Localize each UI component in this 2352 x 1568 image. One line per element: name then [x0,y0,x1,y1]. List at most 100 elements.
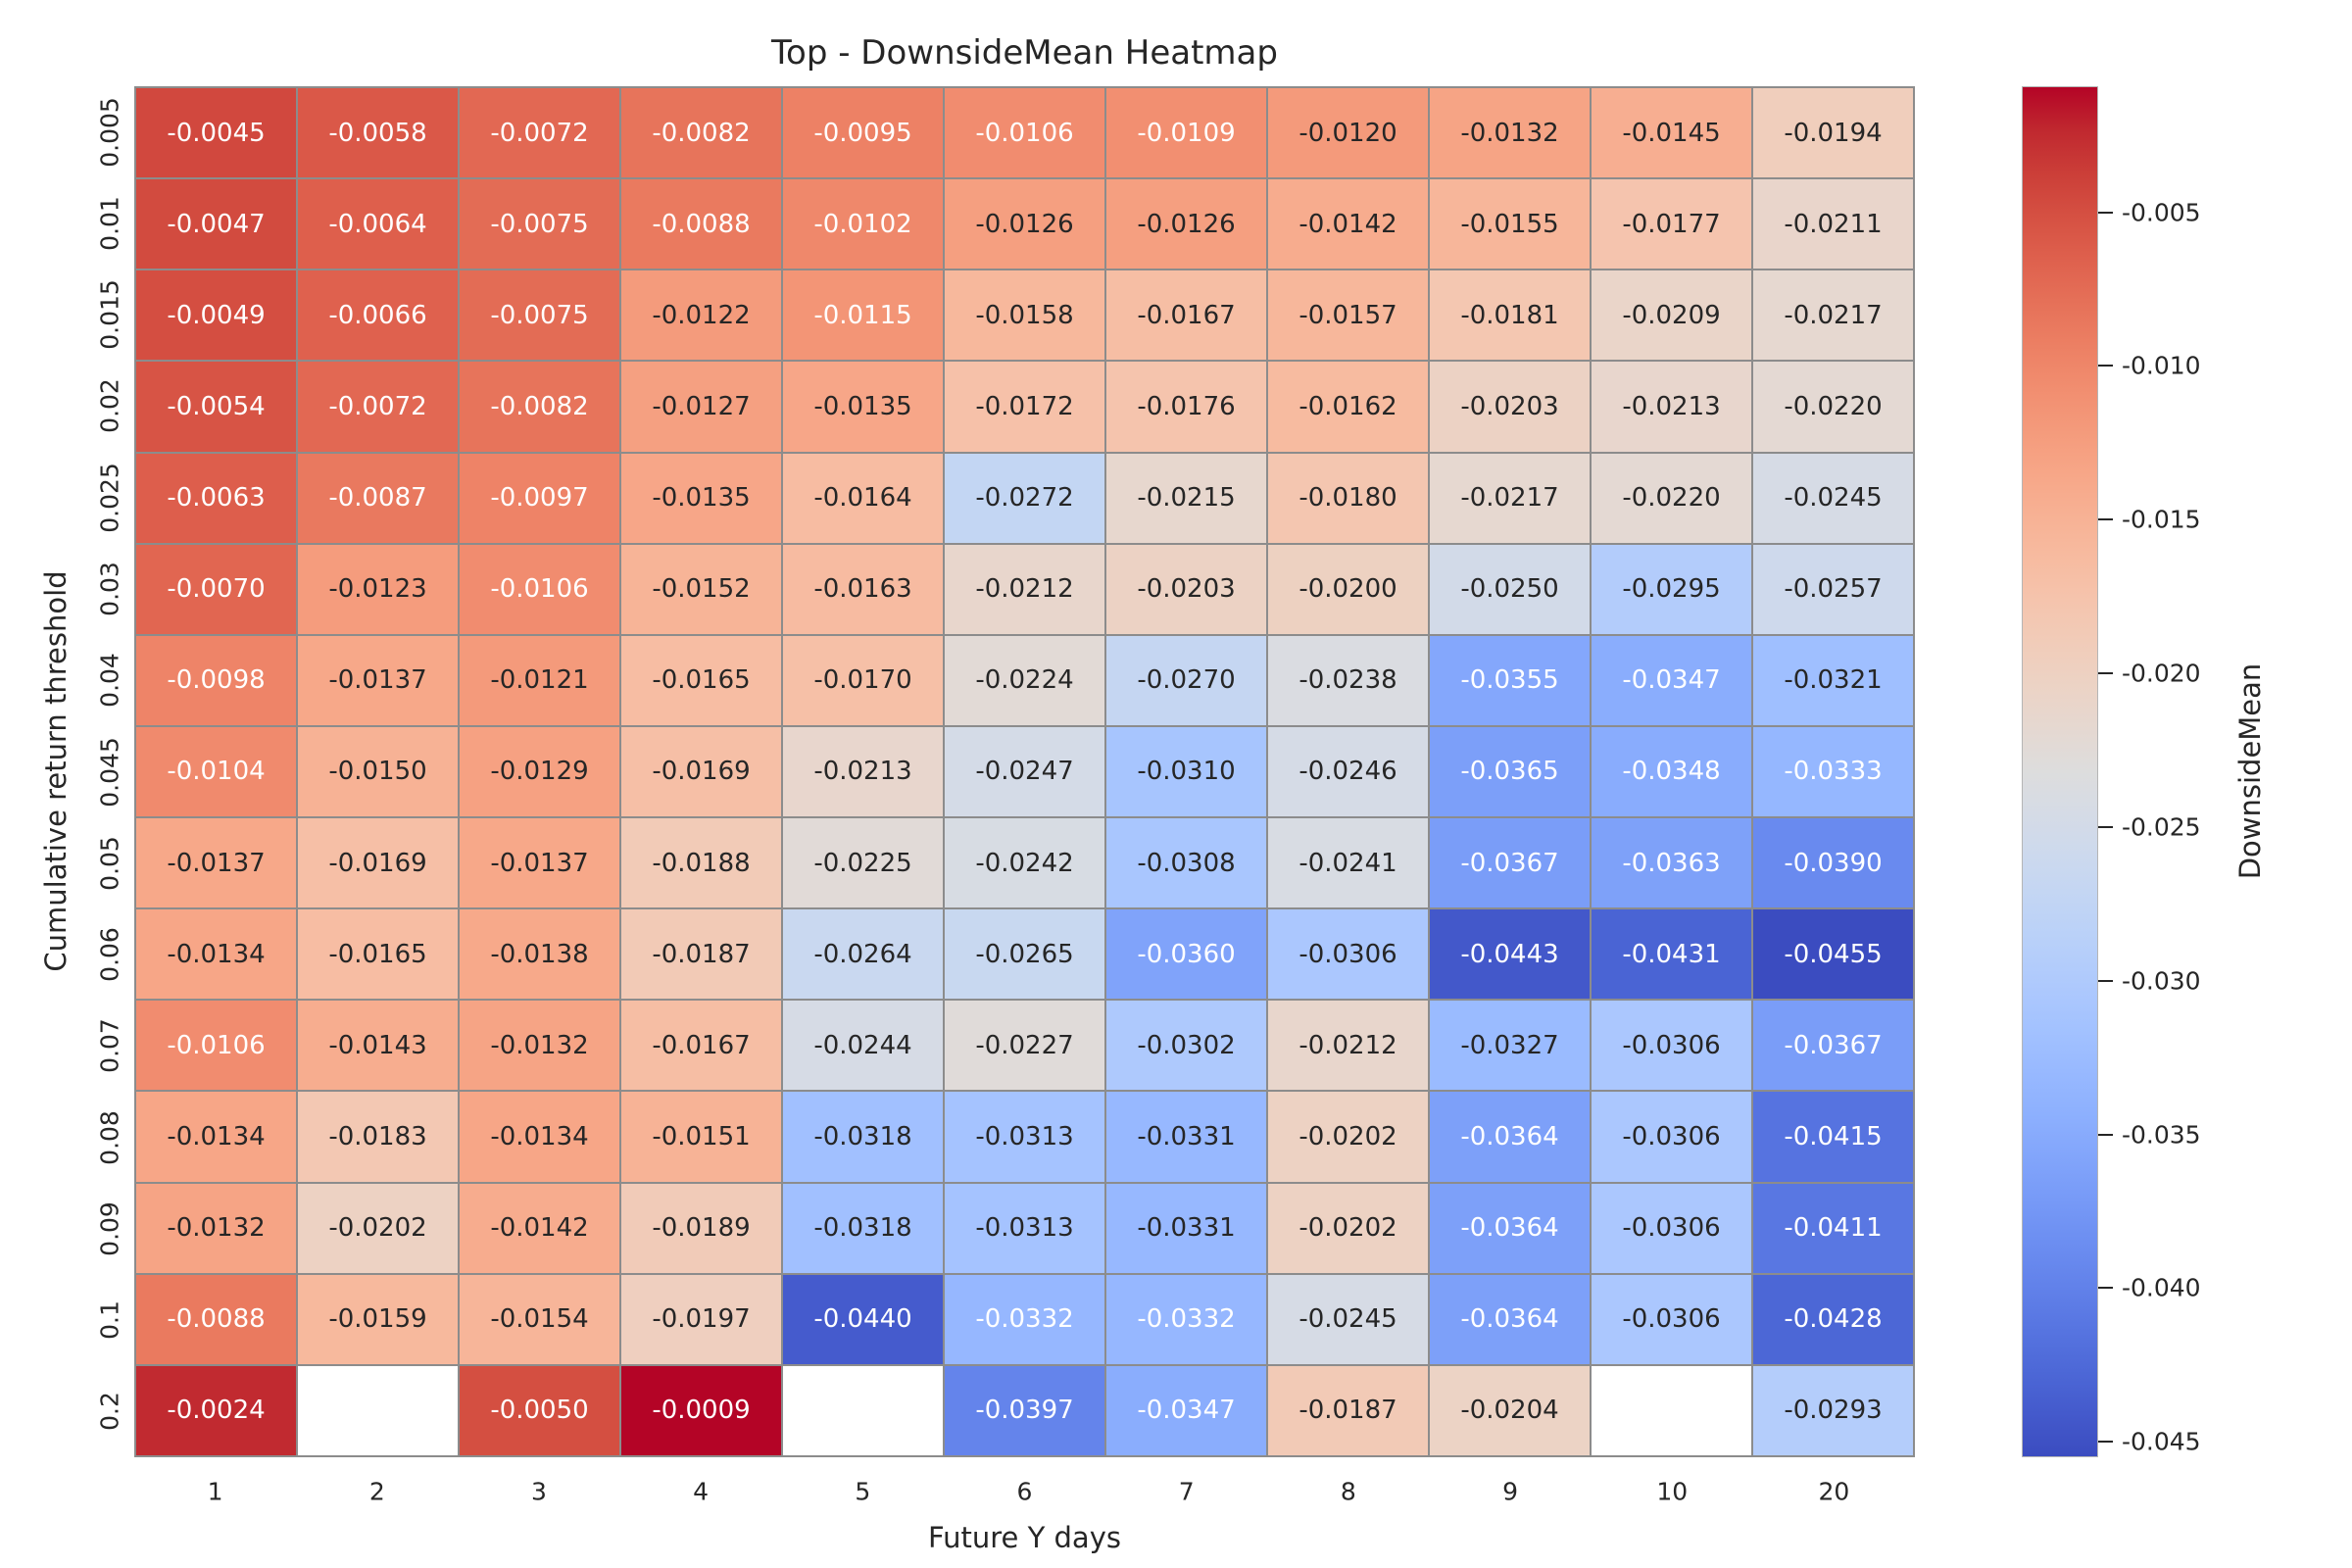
heatmap-cell: -0.0049 [136,270,296,361]
heatmap-cell: -0.0443 [1430,909,1590,1000]
heatmap-cell: -0.0220 [1753,362,1913,452]
heatmap-cell: -0.0170 [783,635,943,725]
heatmap-cell: -0.0215 [1106,453,1266,543]
heatmap-cell: -0.0247 [945,726,1104,817]
heatmap-cell: -0.0066 [298,270,458,361]
heatmap-cell: -0.0155 [1430,179,1590,270]
heatmap-cell: -0.0348 [1592,726,1751,817]
heatmap-cell: -0.0045 [136,88,296,178]
heatmap-cell: -0.0332 [1106,1274,1266,1364]
heatmap-cell: -0.0250 [1430,544,1590,634]
heatmap-cell: -0.0355 [1430,635,1590,725]
heatmap-cell: -0.0189 [621,1183,781,1273]
heatmap-cell: -0.0306 [1592,1001,1751,1091]
heatmap-cell: -0.0121 [460,635,619,725]
heatmap-cell: -0.0087 [298,453,458,543]
heatmap-cell: -0.0306 [1592,1092,1751,1182]
heatmap-cell: -0.0098 [136,635,296,725]
heatmap-cell: -0.0318 [783,1092,943,1182]
heatmap-cell: -0.0102 [783,179,943,270]
y-tick-label: 0.01 [95,196,124,251]
heatmap-cell: -0.0211 [1753,179,1913,270]
heatmap-cell: -0.0180 [1268,453,1428,543]
heatmap-cell: -0.0072 [298,362,458,452]
heatmap-cell: -0.0397 [945,1365,1104,1455]
y-tick-label: 0.07 [95,1018,124,1074]
colorbar-tick-label: -0.015 [2122,505,2201,534]
heatmap-cell: -0.0106 [945,88,1104,178]
heatmap-cell: -0.0138 [460,909,619,1000]
y-tick-label: 0.045 [95,736,124,808]
heatmap-cell: -0.0367 [1430,818,1590,908]
heatmap-cell: -0.0347 [1592,635,1751,725]
heatmap-cell: -0.0169 [298,818,458,908]
heatmap-cell: -0.0308 [1106,818,1266,908]
heatmap-cell: -0.0365 [1430,726,1590,817]
heatmap-cell: -0.0363 [1592,818,1751,908]
heatmap-cell: -0.0157 [1268,270,1428,361]
x-tick-label: 6 [1016,1477,1033,1506]
y-tick-label: 0.1 [95,1300,124,1340]
heatmap-cell: -0.0321 [1753,635,1913,725]
heatmap-cell: -0.0162 [1268,362,1428,452]
heatmap-cell: -0.0142 [1268,179,1428,270]
x-tick-label: 3 [531,1477,547,1506]
heatmap-cell: -0.0109 [1106,88,1266,178]
heatmap-cell: -0.0176 [1106,362,1266,452]
colorbar-tick-label: -0.035 [2122,1120,2201,1150]
heatmap-cell: -0.0134 [136,1092,296,1182]
heatmap-cell: -0.0203 [1106,544,1266,634]
heatmap-cell: -0.0088 [136,1274,296,1364]
heatmap-cell: -0.0070 [136,544,296,634]
heatmap-cell: -0.0159 [298,1274,458,1364]
y-tick-label: 0.06 [95,927,124,982]
heatmap-cell: -0.0095 [783,88,943,178]
heatmap-cell: -0.0187 [1268,1365,1428,1455]
heatmap-cell: -0.0306 [1592,1274,1751,1364]
heatmap-cell: -0.0213 [1592,362,1751,452]
colorbar-tick-label: -0.005 [2122,198,2201,227]
colorbar-gradient [2022,86,2098,1457]
heatmap-cell: -0.0135 [621,453,781,543]
heatmap-cell: -0.0310 [1106,726,1266,817]
heatmap-cell: -0.0050 [460,1365,619,1455]
heatmap-cell: -0.0164 [783,453,943,543]
chart-title: Top - DownsideMean Heatmap [771,33,1278,73]
heatmap-cell: -0.0440 [783,1274,943,1364]
heatmap-cell: -0.0360 [1106,909,1266,1000]
heatmap-cell: -0.0167 [1106,270,1266,361]
heatmap-cell: -0.0245 [1268,1274,1428,1364]
colorbar-tick-label: -0.020 [2122,659,2201,688]
heatmap-cell: -0.0302 [1106,1001,1266,1091]
x-tick-label: 10 [1656,1477,1689,1506]
colorbar-tick-mark [2098,211,2113,214]
heatmap-cell: -0.0194 [1753,88,1913,178]
heatmap-cell: -0.0127 [621,362,781,452]
heatmap-cell: -0.0126 [1106,179,1266,270]
heatmap-cell: -0.0197 [621,1274,781,1364]
heatmap-cell: -0.0364 [1430,1183,1590,1273]
heatmap-cell: -0.0331 [1106,1183,1266,1273]
heatmap-cell: -0.0242 [945,818,1104,908]
heatmap-cell: -0.0213 [783,726,943,817]
y-tick-label: 0.09 [95,1200,124,1256]
heatmap-cell: -0.0293 [1753,1365,1913,1455]
heatmap-cell: -0.0257 [1753,544,1913,634]
heatmap-cell: -0.0200 [1268,544,1428,634]
heatmap-cell: -0.0217 [1753,270,1913,361]
heatmap-cell: -0.0075 [460,179,619,270]
heatmap-cell: -0.0455 [1753,909,1913,1000]
heatmap-cell: -0.0082 [621,88,781,178]
heatmap-cell: -0.0165 [298,909,458,1000]
heatmap-cell: -0.0244 [783,1001,943,1091]
heatmap-cell: -0.0204 [1430,1365,1590,1455]
y-tick-label: 0.08 [95,1109,124,1165]
heatmap-cell: -0.0169 [621,726,781,817]
y-tick-label: 0.025 [95,462,124,533]
heatmap-cell: -0.0135 [783,362,943,452]
heatmap-cell: -0.0097 [460,453,619,543]
heatmap-cell: -0.0120 [1268,88,1428,178]
colorbar-tick-label: -0.010 [2122,351,2201,380]
heatmap-cell: -0.0428 [1753,1274,1913,1364]
heatmap-cell: -0.0047 [136,179,296,270]
